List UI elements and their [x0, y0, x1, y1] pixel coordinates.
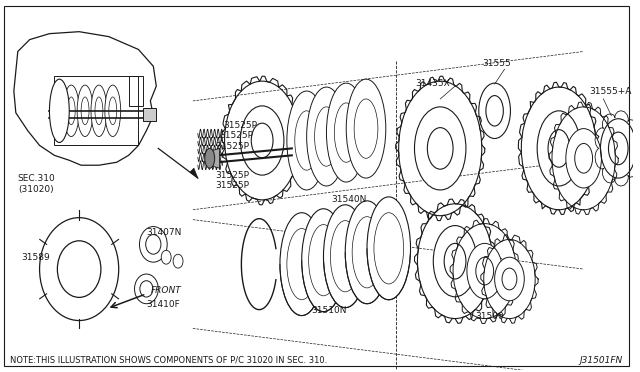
Ellipse shape	[444, 243, 466, 279]
Text: FRONT: FRONT	[150, 286, 181, 295]
Text: 31525P: 31525P	[220, 131, 253, 140]
Ellipse shape	[367, 197, 410, 300]
Text: 31540N: 31540N	[332, 195, 367, 204]
Ellipse shape	[205, 148, 214, 168]
Ellipse shape	[109, 97, 116, 125]
Ellipse shape	[173, 254, 183, 268]
Text: J31501FN: J31501FN	[580, 356, 623, 365]
Text: NOTE:THIS ILLUSTRATION SHOWS COMPONENTS OF P/C 31020 IN SEC. 310.: NOTE:THIS ILLUSTRATION SHOWS COMPONENTS …	[10, 356, 327, 365]
Text: 31525P: 31525P	[216, 182, 250, 190]
Ellipse shape	[415, 107, 466, 190]
Ellipse shape	[295, 111, 319, 170]
Ellipse shape	[548, 129, 570, 167]
Ellipse shape	[334, 103, 358, 162]
Text: 31500: 31500	[475, 312, 504, 321]
Ellipse shape	[105, 85, 121, 137]
Ellipse shape	[91, 85, 107, 137]
Text: 31555+A: 31555+A	[589, 87, 632, 96]
Polygon shape	[190, 168, 198, 178]
Ellipse shape	[301, 209, 345, 312]
Ellipse shape	[63, 85, 79, 137]
Ellipse shape	[476, 257, 493, 285]
Text: 31435X: 31435X	[415, 78, 450, 88]
Ellipse shape	[345, 201, 388, 304]
Text: SEC.310: SEC.310	[18, 174, 56, 183]
Ellipse shape	[95, 97, 103, 125]
Polygon shape	[212, 148, 220, 168]
Ellipse shape	[280, 213, 323, 315]
Ellipse shape	[467, 243, 502, 299]
Text: 31510N: 31510N	[312, 306, 347, 315]
Ellipse shape	[252, 123, 273, 158]
Text: 31410F: 31410F	[147, 300, 180, 309]
Ellipse shape	[161, 250, 171, 264]
Ellipse shape	[502, 268, 517, 290]
Text: 31525P: 31525P	[216, 171, 250, 180]
Ellipse shape	[330, 221, 360, 292]
Ellipse shape	[566, 129, 602, 188]
Ellipse shape	[433, 225, 477, 297]
Ellipse shape	[428, 128, 453, 169]
Ellipse shape	[77, 85, 93, 137]
Polygon shape	[14, 32, 156, 165]
Ellipse shape	[307, 87, 346, 186]
Text: 31525P: 31525P	[223, 121, 257, 130]
Text: 31525P: 31525P	[216, 142, 250, 151]
Ellipse shape	[374, 213, 404, 284]
Ellipse shape	[495, 257, 524, 301]
Ellipse shape	[326, 83, 366, 182]
Text: 31555: 31555	[483, 59, 511, 68]
Ellipse shape	[287, 228, 317, 300]
Ellipse shape	[287, 91, 326, 190]
Ellipse shape	[67, 97, 75, 125]
Text: (31020): (31020)	[18, 186, 53, 195]
Ellipse shape	[241, 106, 284, 175]
Ellipse shape	[49, 79, 69, 142]
Ellipse shape	[352, 217, 382, 288]
Text: 31407N: 31407N	[147, 228, 182, 237]
Ellipse shape	[575, 144, 593, 173]
Ellipse shape	[81, 97, 89, 125]
Ellipse shape	[537, 111, 580, 186]
Ellipse shape	[354, 99, 378, 158]
Ellipse shape	[308, 225, 339, 296]
Ellipse shape	[346, 79, 386, 178]
Text: 31589: 31589	[22, 253, 51, 262]
Polygon shape	[143, 108, 156, 121]
Ellipse shape	[315, 107, 339, 166]
Ellipse shape	[323, 205, 367, 308]
